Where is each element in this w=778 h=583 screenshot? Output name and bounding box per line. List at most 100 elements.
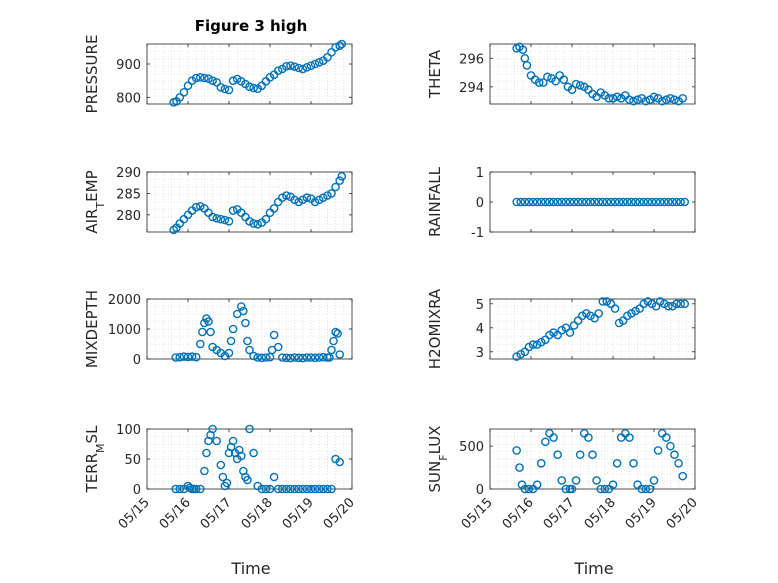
data-point bbox=[567, 484, 577, 494]
y-tick-label: 1000 bbox=[108, 323, 141, 338]
data-point bbox=[183, 352, 193, 362]
data-point bbox=[575, 450, 585, 460]
data-point bbox=[306, 61, 316, 70]
data-point bbox=[606, 197, 616, 207]
data-point bbox=[532, 480, 542, 490]
series-mixdepth bbox=[171, 302, 345, 363]
x-axis-label-right: Time bbox=[573, 559, 613, 578]
data-point bbox=[672, 197, 681, 207]
grid-pressure bbox=[147, 44, 352, 104]
data-point bbox=[662, 95, 671, 105]
data-point bbox=[584, 433, 593, 442]
data-point bbox=[228, 76, 238, 85]
data-point bbox=[549, 433, 558, 442]
data-point bbox=[641, 96, 651, 106]
data-point bbox=[543, 72, 552, 82]
data-point bbox=[559, 75, 569, 85]
data-point bbox=[236, 451, 246, 461]
data-point bbox=[672, 299, 681, 309]
data-point bbox=[212, 78, 221, 87]
series-terr-msl bbox=[171, 424, 345, 494]
y-axis-label-rainfall: RAINFALL bbox=[426, 166, 444, 237]
data-point bbox=[208, 424, 217, 434]
data-point bbox=[277, 193, 287, 203]
data-point bbox=[335, 457, 345, 467]
data-point bbox=[534, 78, 544, 87]
data-point bbox=[557, 197, 567, 207]
data-point bbox=[520, 197, 530, 207]
data-point bbox=[200, 73, 209, 83]
data-point bbox=[257, 353, 267, 363]
data-point bbox=[602, 197, 612, 207]
data-point bbox=[625, 95, 634, 105]
data-point bbox=[175, 352, 185, 362]
data-point bbox=[286, 353, 295, 363]
data-point bbox=[220, 84, 230, 94]
data-point bbox=[261, 353, 271, 362]
data-point bbox=[520, 484, 530, 494]
subplot-air-temp: 280 285 290 AIRTEMP bbox=[83, 166, 353, 235]
data-point bbox=[590, 197, 599, 207]
data-point bbox=[335, 176, 345, 185]
data-point bbox=[633, 95, 642, 105]
series-sun-flux bbox=[512, 428, 688, 494]
data-point bbox=[627, 197, 636, 207]
data-point bbox=[171, 353, 180, 362]
data-point bbox=[204, 317, 213, 326]
data-point bbox=[325, 353, 334, 362]
data-point bbox=[553, 197, 562, 207]
data-point bbox=[586, 197, 595, 207]
data-point bbox=[629, 458, 638, 468]
data-point bbox=[569, 197, 579, 207]
data-point bbox=[327, 345, 336, 355]
data-point bbox=[536, 458, 546, 468]
data-point bbox=[333, 329, 342, 338]
data-point bbox=[253, 219, 263, 229]
data-point bbox=[302, 353, 312, 362]
data-point bbox=[282, 484, 291, 494]
data-point bbox=[216, 83, 226, 92]
data-point bbox=[604, 93, 614, 103]
data-point bbox=[612, 458, 622, 468]
data-point bbox=[314, 484, 324, 494]
subplot-theta: 294 296 THETA bbox=[426, 42, 696, 106]
data-point bbox=[243, 336, 252, 346]
y-axis-label-pressure: PRESSURE bbox=[83, 35, 101, 114]
data-point bbox=[286, 484, 295, 494]
data-point bbox=[645, 484, 655, 494]
data-point bbox=[655, 197, 665, 207]
data-point bbox=[224, 216, 234, 226]
data-point bbox=[286, 61, 295, 70]
data-point bbox=[512, 446, 521, 455]
data-point bbox=[187, 352, 197, 361]
data-point bbox=[551, 76, 560, 86]
y-tick-label: 294 bbox=[459, 81, 484, 96]
data-point bbox=[331, 182, 340, 192]
data-point bbox=[657, 96, 667, 106]
data-point bbox=[335, 350, 345, 359]
data-point bbox=[610, 304, 620, 313]
y-tick-label: 280 bbox=[116, 209, 141, 224]
data-point bbox=[191, 484, 201, 494]
data-point bbox=[327, 48, 336, 57]
x-axis-label-left: Time bbox=[230, 559, 270, 578]
data-point bbox=[571, 79, 581, 89]
data-point bbox=[310, 484, 320, 494]
y-axis-label-air-temp: AIRTEMP bbox=[83, 170, 107, 233]
series-rainfall bbox=[512, 197, 690, 207]
data-point bbox=[273, 342, 283, 352]
data-point bbox=[666, 93, 675, 103]
data-point bbox=[220, 215, 230, 225]
data-point bbox=[680, 299, 690, 309]
data-point bbox=[208, 76, 217, 85]
data-point bbox=[216, 460, 226, 470]
data-point bbox=[670, 450, 679, 460]
data-point bbox=[678, 93, 688, 103]
data-point bbox=[216, 214, 226, 224]
data-point bbox=[245, 345, 254, 355]
data-point bbox=[643, 197, 653, 207]
data-point bbox=[577, 197, 587, 207]
data-point bbox=[208, 212, 217, 222]
data-point bbox=[631, 197, 640, 207]
